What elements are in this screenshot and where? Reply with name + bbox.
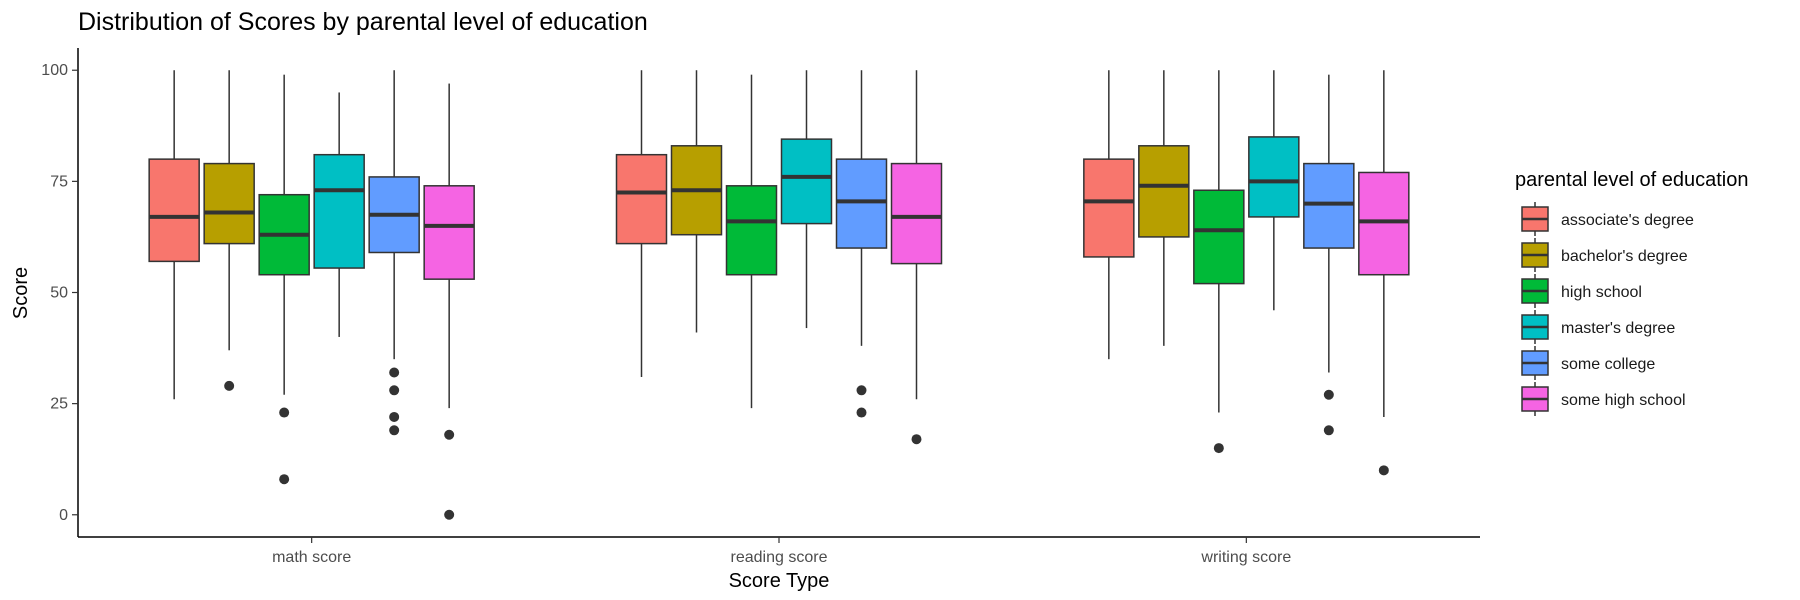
box-iqr	[1083, 158, 1135, 258]
box-bachelor-s-degree-2	[1138, 70, 1190, 346]
legend-label: associate's degree	[1561, 212, 1694, 229]
box-associate-s-degree-2	[1083, 70, 1135, 360]
x-axis-title: Score Type	[729, 570, 830, 592]
legend-label: master's degree	[1561, 320, 1675, 337]
outlier-point	[1323, 389, 1334, 400]
outlier-point	[856, 407, 867, 418]
box-some-high-school-1	[890, 70, 943, 445]
box-some-college-2	[1303, 74, 1355, 436]
box-iqr	[203, 162, 255, 245]
outlier-point	[389, 367, 400, 378]
outlier-point	[444, 509, 455, 520]
box-some-college-1	[835, 70, 888, 418]
y-tick-label: 100	[41, 62, 68, 79]
box-iqr	[1303, 162, 1355, 249]
y-tick-label: 0	[59, 507, 68, 524]
box-iqr	[1193, 189, 1245, 285]
box-iqr	[148, 158, 200, 263]
box-some-high-school-0	[423, 83, 475, 520]
outlier-point	[1378, 465, 1389, 476]
outlier-point	[389, 385, 400, 396]
outlier-point	[1323, 425, 1334, 436]
box-iqr	[890, 162, 943, 265]
box-high-school-2	[1193, 70, 1245, 454]
outlier-point	[279, 474, 290, 485]
legend-title: parental level of education	[1515, 169, 1749, 191]
box-master-s-degree-0	[313, 92, 365, 337]
box-master-s-degree-1	[780, 70, 833, 329]
plot-area	[148, 70, 1410, 520]
box-iqr	[1248, 136, 1300, 218]
box-high-school-0	[258, 74, 310, 485]
x-axis-ticks: math score reading score writing score	[272, 537, 1291, 566]
outlier-point	[856, 385, 867, 396]
box-high-school-1	[725, 74, 778, 409]
box-iqr	[1138, 145, 1190, 238]
box-iqr	[725, 185, 778, 276]
legend-label: some college	[1561, 356, 1655, 373]
box-associate-s-degree-0	[148, 70, 200, 400]
box-associate-s-degree-1	[615, 70, 668, 377]
box-iqr	[423, 185, 475, 280]
box-bachelor-s-degree-1	[670, 70, 723, 333]
box-iqr	[313, 153, 365, 269]
legend-item: some high school	[1521, 382, 1686, 416]
legend-item: some college	[1521, 346, 1655, 380]
outlier-point	[389, 411, 400, 422]
box-some-high-school-2	[1358, 70, 1410, 476]
box-some-college-0	[368, 70, 420, 436]
legend-item: bachelor's degree	[1521, 238, 1688, 272]
legend: parental level of education associate's …	[1515, 169, 1749, 416]
chart-title: Distribution of Scores by parental level…	[78, 8, 648, 36]
legend-item: high school	[1521, 274, 1642, 308]
box-iqr	[835, 158, 888, 249]
x-tick-label: writing score	[1200, 549, 1291, 566]
outlier-point	[279, 407, 290, 418]
y-axis-title: Score	[10, 267, 32, 319]
box-master-s-degree-2	[1248, 70, 1300, 311]
x-tick-label: math score	[272, 549, 351, 566]
box-iqr	[615, 153, 668, 245]
outlier-point	[444, 429, 455, 440]
y-axis-ticks: 0 25 50 75 100	[41, 62, 78, 524]
y-tick-label: 75	[50, 173, 68, 190]
legend-label: some high school	[1561, 392, 1686, 409]
legend-item: master's degree	[1521, 310, 1675, 344]
legend-label: high school	[1561, 284, 1642, 301]
legend-item: associate's degree	[1521, 202, 1694, 236]
outlier-point	[389, 425, 400, 436]
legend-label: bachelor's degree	[1561, 248, 1688, 265]
outlier-point	[224, 380, 235, 391]
box-iqr	[780, 138, 833, 225]
x-tick-label: reading score	[731, 549, 828, 566]
box-iqr	[1358, 171, 1410, 276]
outlier-point	[911, 434, 922, 445]
legend-items: associate's degree bachelor's degree high …	[1521, 202, 1694, 416]
outlier-point	[1213, 443, 1224, 454]
box-bachelor-s-degree-0	[203, 70, 255, 391]
y-tick-label: 50	[50, 285, 68, 302]
y-tick-label: 25	[50, 396, 68, 413]
